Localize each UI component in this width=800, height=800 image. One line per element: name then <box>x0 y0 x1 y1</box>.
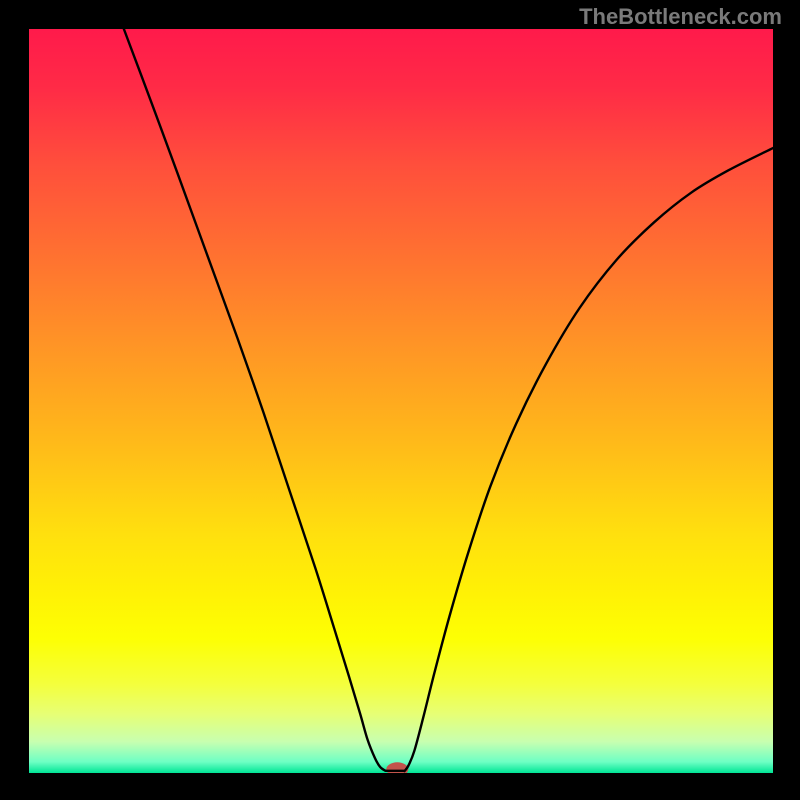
watermark-text: TheBottleneck.com <box>579 4 782 30</box>
plot-area <box>29 29 773 773</box>
curve-layer <box>29 29 773 773</box>
bottleneck-curve <box>124 29 773 771</box>
